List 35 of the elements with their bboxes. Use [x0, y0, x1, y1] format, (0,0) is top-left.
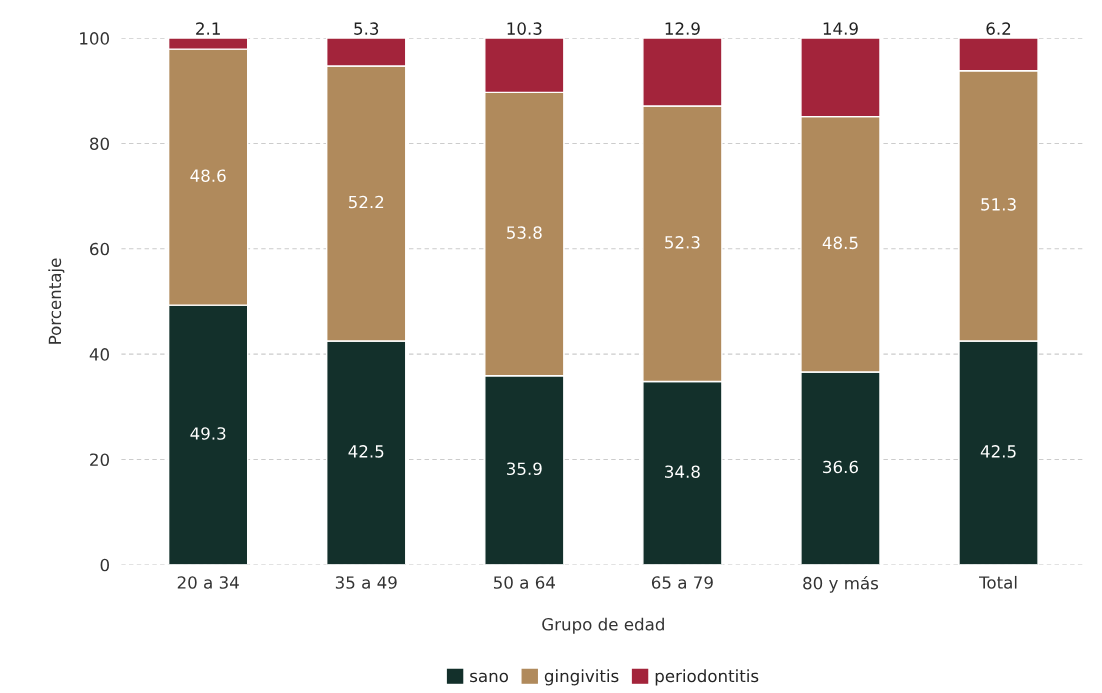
data-label: 51.3	[981, 198, 1016, 211]
y-tick-label: 80	[90, 137, 109, 151]
data-label: 35.9	[507, 462, 542, 476]
x-tick-label: 65 a 79	[651, 576, 713, 589]
y-tick-label: 0	[100, 558, 109, 572]
y-tick-label: 20	[90, 453, 109, 467]
data-label: 5.3	[354, 22, 379, 35]
x-tick-label: 80 y más	[803, 575, 879, 593]
data-label: 42.5	[980, 445, 1016, 458]
data-label: 2.1	[196, 22, 220, 35]
y-tick-label: 100	[80, 32, 109, 45]
legend-label: periodontitis	[655, 669, 759, 686]
legend-label: gingivitis	[544, 669, 619, 686]
y-tick-label: 60	[90, 242, 109, 256]
data-label: 53.8	[507, 226, 542, 239]
data-label: 14.9	[823, 22, 858, 35]
y-axis-title: Porcentaje	[48, 258, 65, 344]
data-label: 10.3	[507, 22, 542, 35]
data-label: 52.3	[665, 236, 700, 249]
data-label: 34.8	[665, 465, 700, 478]
data-label: 36.6	[823, 460, 858, 474]
data-label: 42.5	[348, 445, 384, 458]
legend-label: sano	[470, 672, 508, 683]
data-label: 49.3	[190, 427, 226, 440]
y-tick-label: 40	[89, 348, 109, 361]
data-label: 6.2	[986, 22, 1011, 35]
x-axis-title: Grupo de edad	[542, 617, 664, 634]
data-label: 52.2	[348, 195, 384, 209]
data-label: 12.9	[665, 22, 700, 35]
data-label: 48.5	[822, 236, 858, 250]
x-tick-label: 20 a 34	[177, 576, 239, 589]
x-tick-label: Total	[979, 575, 1017, 589]
data-label: 48.6	[190, 169, 226, 182]
x-tick-label: 35 a 49	[335, 576, 397, 589]
x-tick-label: 50 a 64	[493, 576, 555, 589]
